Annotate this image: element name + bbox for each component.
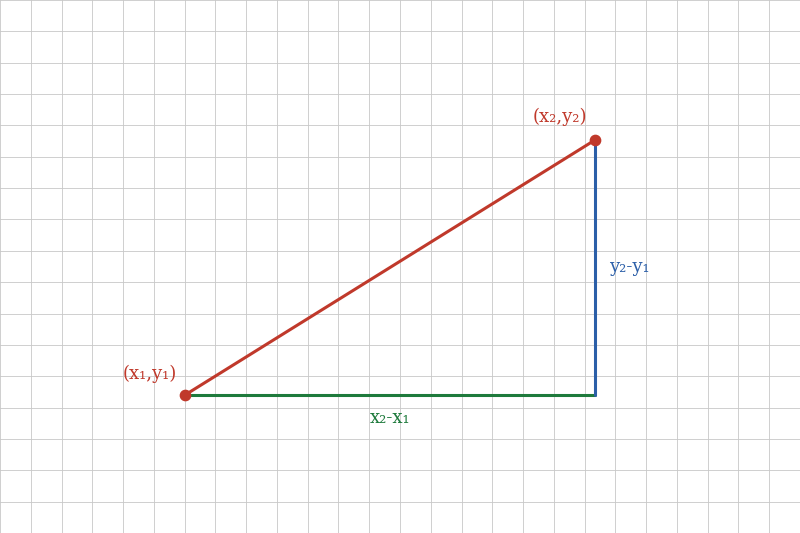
- Text: (x₁,y₁): (x₁,y₁): [122, 365, 177, 383]
- Text: y₂-y₁: y₂-y₁: [609, 259, 650, 277]
- Text: (x₂,y₂): (x₂,y₂): [533, 108, 587, 126]
- Text: x₂-x₁: x₂-x₁: [370, 409, 410, 427]
- Point: [589, 136, 602, 144]
- Point: [178, 391, 191, 399]
